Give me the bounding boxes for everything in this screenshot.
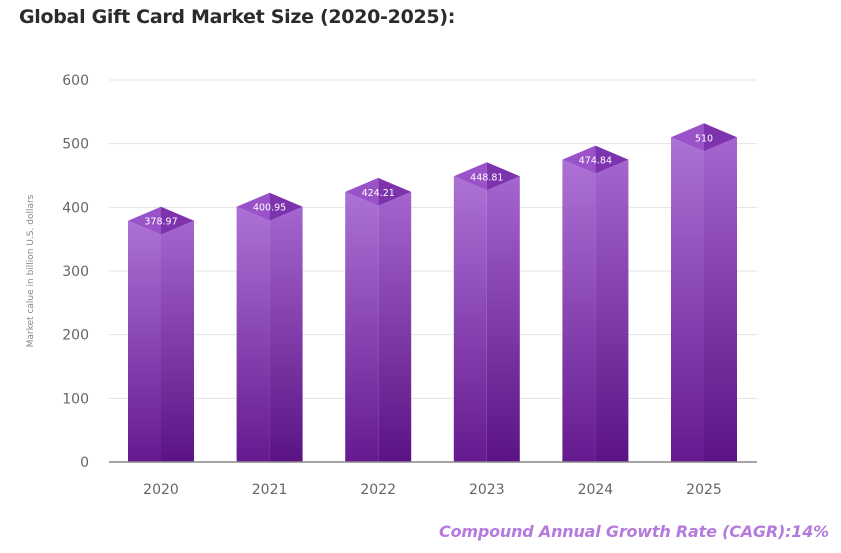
bars: 378.97 400.95 424.21 448.81 474.84 510 [128, 123, 737, 463]
bar-top-left [671, 123, 704, 152]
bar-right-face [378, 191, 412, 463]
y-axis-label: Market calue in billion U.S. dollars [26, 194, 36, 347]
bar-right-face [486, 176, 520, 462]
bar-value-label: 448.81 [470, 172, 503, 183]
y-tick-label: 400 [62, 200, 89, 216]
bar-top-left [345, 177, 379, 206]
bar-right-face [161, 220, 194, 462]
y-tick-label: 100 [62, 391, 89, 407]
bar-2025: 510 [671, 123, 737, 463]
bar-left-face [128, 220, 161, 462]
x-tick-label: 2022 [360, 482, 396, 498]
y-tick-label: 600 [62, 73, 89, 89]
bar-left-face [236, 206, 270, 462]
bar-top-right [269, 192, 303, 221]
y-axis-ticks: 0 100 200 300 400 500 600 [62, 73, 89, 471]
y-tick-label: 300 [62, 264, 89, 280]
x-tick-label: 2024 [578, 482, 614, 498]
bar-2021: 400.95 [236, 192, 303, 462]
bar-value-label: 400.95 [253, 203, 286, 214]
bar-top-left [562, 145, 596, 174]
gridlines [109, 79, 757, 399]
bar-top-left [236, 192, 270, 221]
bar-top-right [486, 162, 520, 191]
x-tick-label: 2023 [469, 482, 505, 498]
bar-left-face [671, 137, 704, 463]
bar-value-label: 378.97 [144, 217, 177, 228]
bar-2024: 474.84 [562, 145, 629, 463]
cagr-annotation: Compound Annual Growth Rate (CAGR):14% [439, 522, 829, 541]
bar-right-face [704, 137, 737, 463]
bar-top-right [161, 206, 194, 235]
bar-left-face [345, 191, 379, 463]
bar-left-face [453, 176, 487, 462]
y-tick-label: 0 [80, 455, 89, 471]
bar-top-right [595, 145, 629, 174]
bar-right-face [269, 206, 303, 462]
bar-value-label: 510 [695, 133, 713, 144]
bar-2023: 448.81 [453, 162, 520, 462]
bar-right-face [595, 159, 629, 463]
bar-top-right [378, 177, 412, 206]
y-tick-label: 200 [62, 328, 89, 344]
bar-value-label: 474.84 [579, 156, 612, 167]
x-tick-label: 2025 [686, 482, 722, 498]
bar-top-left [128, 206, 161, 235]
x-tick-label: 2021 [252, 482, 288, 498]
x-axis-ticks: 2020 2021 2022 2023 2024 2025 [143, 482, 722, 498]
bar-2022: 424.21 [345, 177, 412, 463]
bar-top-left [453, 162, 487, 191]
bar-left-face [562, 159, 596, 463]
chart-title: Global Gift Card Market Size (2020-2025)… [19, 6, 456, 28]
bar-value-label: 424.21 [362, 188, 395, 199]
x-tick-label: 2020 [143, 482, 179, 498]
bar-top-right [704, 123, 737, 152]
bar-2020: 378.97 [128, 206, 194, 462]
y-tick-label: 500 [62, 137, 89, 153]
